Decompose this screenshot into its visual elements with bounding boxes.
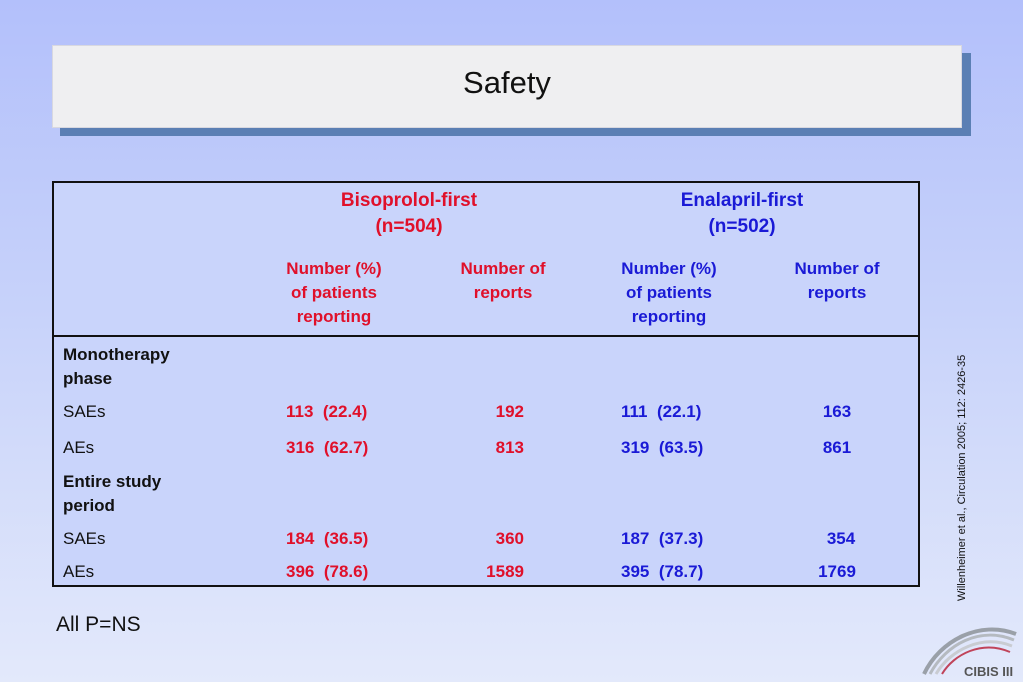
table-cell: 184 (36.5)	[286, 528, 368, 550]
row-label-aes: AEs	[63, 562, 95, 581]
table-cell: 111 (22.1)	[621, 401, 701, 423]
section-label-monotherapy: Monotherapy phase	[63, 343, 170, 391]
col-header-ena-reports: Number of reports	[762, 257, 912, 305]
count: 184	[286, 529, 315, 548]
section-label-line: period	[63, 496, 115, 515]
table-cell: 113 (22.4)	[286, 401, 367, 423]
header-line: Number (%)	[286, 259, 382, 278]
header-line: reports	[807, 283, 867, 302]
percent: (78.7)	[658, 562, 704, 581]
header-line: reporting	[631, 307, 707, 326]
percent: (37.3)	[658, 529, 704, 548]
group-n: (n=502)	[708, 216, 776, 237]
group-header-bisoprolol: Bisoprolol-first (n=504)	[284, 188, 534, 240]
percent: (22.4)	[322, 402, 368, 421]
count: 187	[621, 529, 650, 548]
group-name: Bisoprolol-first	[340, 190, 478, 211]
slide-title: Safety	[463, 64, 551, 100]
table-cell: 163	[822, 402, 852, 421]
table-cell: 319 (63.5)	[621, 437, 703, 459]
col-header-bis-patients: Number (%) of patients reporting	[259, 257, 409, 329]
header-line: reporting	[296, 307, 372, 326]
section-label-line: phase	[63, 369, 113, 388]
count: 316	[286, 438, 315, 457]
header-line: Number (%)	[621, 259, 717, 278]
header-line: Number of	[460, 259, 546, 278]
group-header-enalapril: Enalapril-first (n=502)	[617, 188, 867, 240]
footnote: All P=NS	[56, 613, 141, 636]
count: 396	[286, 562, 315, 581]
count: 395	[621, 562, 650, 581]
arch-logo-graphic	[922, 627, 1017, 675]
percent: (63.5)	[658, 438, 704, 457]
row-label-aes: AEs	[63, 438, 95, 457]
table-cell: 861	[822, 438, 852, 457]
section-label-entire-study: Entire study period	[63, 470, 161, 518]
section-label-line: Monotherapy	[63, 345, 170, 364]
table-cell: 1589	[486, 562, 524, 581]
table-cell: 813	[495, 438, 524, 457]
header-line: of patients	[626, 283, 712, 302]
table-cell: 187 (37.3)	[621, 528, 703, 550]
header-line: Number of	[794, 259, 880, 278]
header-line: of patients	[291, 283, 377, 302]
safety-table: Bisoprolol-first (n=504) Enalapril-first…	[52, 181, 920, 587]
percent: (36.5)	[323, 529, 369, 548]
row-label-saes: SAEs	[63, 529, 106, 548]
citation: Willenheimer et al., Circulation 2005; 1…	[956, 354, 968, 601]
group-n: (n=504)	[375, 216, 443, 237]
table-cell: 316 (62.7)	[286, 437, 368, 459]
percent: (22.1)	[656, 402, 702, 421]
group-name: Enalapril-first	[680, 190, 804, 211]
table-cell: 354	[826, 529, 856, 548]
percent: (62.7)	[323, 438, 369, 457]
col-header-bis-reports: Number of reports	[428, 257, 578, 305]
count: 113	[286, 402, 314, 421]
col-header-ena-patients: Number (%) of patients reporting	[594, 257, 744, 329]
table-cell: 396 (78.6)	[286, 561, 368, 583]
table-cell: 395 (78.7)	[621, 561, 703, 583]
title-box: Safety	[52, 45, 962, 128]
percent: (78.6)	[323, 562, 369, 581]
header-line: reports	[473, 283, 533, 302]
table-cell: 360	[495, 529, 524, 548]
table-cell: 192	[495, 402, 524, 421]
table-cell: 1769	[818, 562, 856, 581]
arch-logo-icon: CIBIS III	[922, 627, 1017, 679]
row-label-saes: SAEs	[63, 402, 106, 421]
logo-text: CIBIS III	[964, 664, 1013, 679]
section-label-line: Entire study	[63, 472, 162, 491]
header-divider	[54, 335, 918, 337]
count: 319	[621, 438, 650, 457]
count: 111	[621, 402, 648, 421]
